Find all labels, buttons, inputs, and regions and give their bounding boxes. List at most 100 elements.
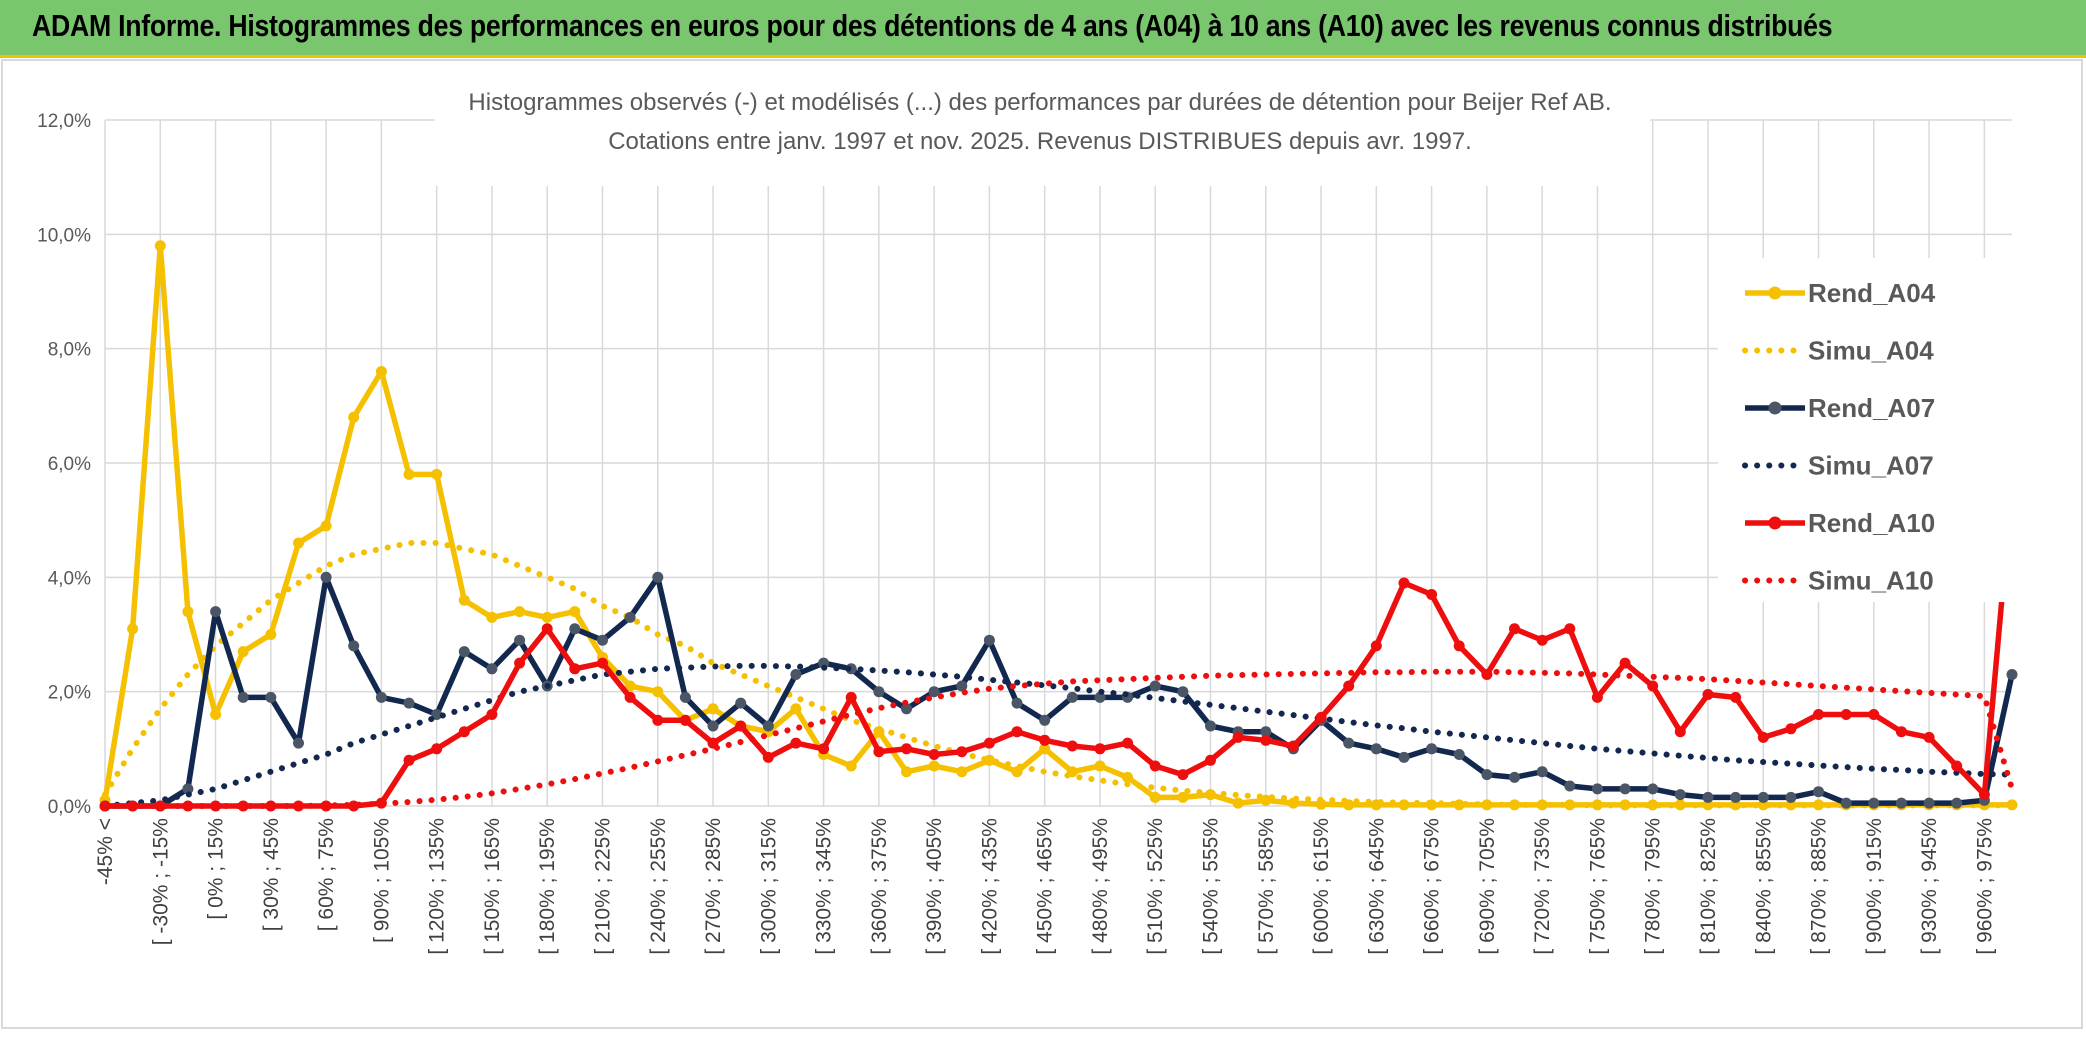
data-point [1564,780,1576,792]
data-point [1315,711,1327,723]
x-tick-label: [ 60% ; 75% [315,818,338,931]
legend-box [1718,258,2018,602]
data-point [790,703,802,715]
data-point [1398,577,1410,589]
data-point [928,760,940,772]
data-point [320,571,332,583]
data-point [624,680,636,692]
x-tick-label: [ 510% ; 525% [1144,818,1167,955]
data-point [1260,726,1272,738]
legend-item-simu-a10: Simu_A10 [1742,566,1934,596]
data-point [1923,797,1935,809]
data-point [1868,797,1880,809]
x-tick-label: [ 570% ; 585% [1255,818,1278,955]
x-tick-label: [ 270% ; 285% [702,818,725,955]
data-point [1591,783,1603,795]
x-tick-label: [ 450% ; 465% [1034,818,1057,955]
data-point [431,743,443,755]
x-tick-label: -45% < [94,818,117,885]
data-point [1813,786,1824,798]
x-tick-label: [ 0% ; 15% [205,818,228,920]
data-point [431,468,443,480]
chart-subtitle: Cotations entre janv. 1997 et nov. 2025.… [608,128,1472,155]
data-point [348,411,360,423]
data-point [928,686,940,698]
data-point [873,746,885,758]
data-point [1591,691,1603,703]
data-point [182,783,194,795]
data-point [569,623,581,635]
x-tick-label: [ 420% ; 435% [978,818,1001,955]
data-point [873,686,885,698]
data-point [845,760,857,772]
data-point [237,646,249,658]
data-point [1039,743,1051,755]
header-title: ADAM Informe. Histogrammes des performan… [32,8,1833,43]
data-point [983,634,995,646]
x-tick-label: [ 690% ; 705% [1476,818,1499,955]
data-point [293,537,304,549]
line-simu-a10 [102,668,2015,809]
data-point [707,703,719,715]
header-banner: ADAM Informe. Histogrammes des performan… [0,0,2086,58]
data-point [1205,754,1216,766]
chart-svg: 0,0% 2,0% 4,0% 6,0% 8,0% 10,0% 12,0% -45% < [ -… [1,59,2083,1029]
data-point [1094,760,1106,772]
data-point [1039,734,1051,746]
data-point [1177,791,1189,803]
data-point [928,749,940,760]
data-point [1370,640,1382,652]
data-point [1647,783,1659,795]
data-point [403,468,415,480]
data-point [1757,731,1769,743]
data-point [707,720,719,732]
x-tick-label: [ 840% ; 855% [1752,818,1775,955]
data-point [237,691,249,703]
series-simu-a04 [102,540,2015,809]
x-tick-label: [ 240% ; 255% [647,818,670,955]
data-point [1177,769,1189,781]
x-tick-label: [ 30% ; 45% [260,818,283,931]
y-tick-label: 8,0% [48,340,91,361]
data-point [403,697,415,709]
data-point [486,611,498,623]
data-point [182,606,194,618]
data-point [1813,709,1824,720]
data-point [1564,623,1576,635]
legend-label: Simu_A10 [1808,566,1934,596]
data-point [1094,691,1106,703]
data-point [1536,634,1548,646]
y-tick-label: 6,0% [48,454,91,475]
data-point [956,746,968,758]
data-point [127,623,139,635]
data-point [1094,743,1106,755]
x-tick-label: [ 930% ; 945% [1918,818,1941,955]
data-point [1978,789,1990,801]
x-tick-label: [ 480% ; 495% [1089,818,1112,955]
data-point [541,623,553,635]
data-point [1343,737,1355,749]
data-point [652,714,664,726]
data-point [624,611,636,623]
data-point [1205,720,1216,732]
data-point [486,709,498,720]
y-tick-label: 10,0% [37,225,91,246]
data-point [1647,680,1659,692]
data-point [652,571,664,583]
legend-label: Rend_A07 [1808,393,1935,423]
legend-label: Simu_A04 [1808,336,1934,366]
data-point [1343,680,1355,692]
legend-label: Rend_A04 [1808,278,1936,308]
x-tick-label: [ 750% ; 765% [1586,818,1609,955]
data-point [762,720,774,732]
data-point [1149,760,1161,772]
data-point [1453,749,1465,760]
series-simu-a10 [102,668,2015,809]
data-point [293,737,304,749]
data-point [1370,743,1382,755]
data-point [1509,771,1520,783]
data-point [762,751,774,763]
x-tick-label: [ 150% ; 165% [481,818,504,955]
data-point [154,240,166,252]
data-point [901,766,912,778]
